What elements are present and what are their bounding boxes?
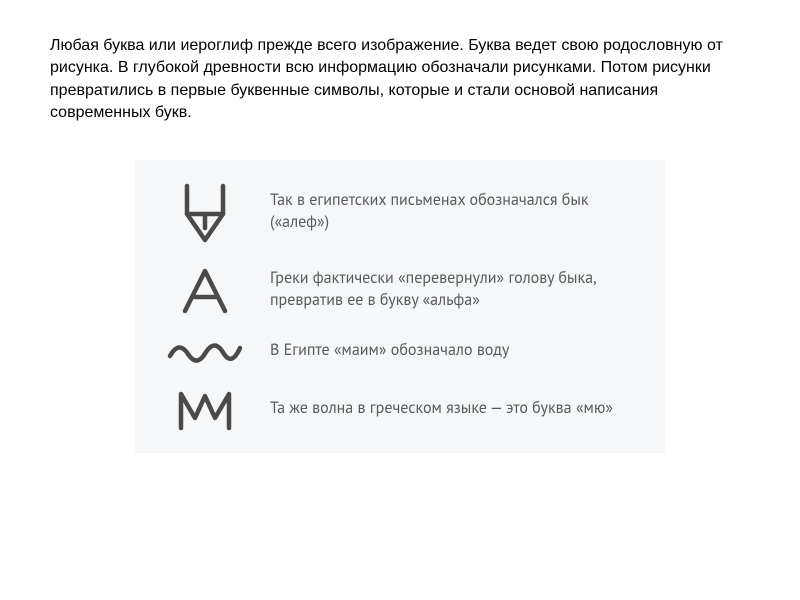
glyph-maim bbox=[160, 336, 250, 366]
intro-paragraph: Любая буква или иероглиф прежде всего из… bbox=[0, 0, 800, 145]
glyph-description: Та же волна в греческом языке — это букв… bbox=[250, 398, 640, 420]
glyph-aleph bbox=[160, 180, 250, 245]
letter-evolution-figure: Так в египетских письменах обозначался б… bbox=[135, 160, 665, 453]
glyph-description: В Египте «маим» обозначало воду bbox=[250, 340, 640, 362]
figure-row: Греки фактически «перевернули» голову бы… bbox=[160, 263, 640, 318]
glyph-description: Так в египетских письменах обозначался б… bbox=[250, 190, 640, 233]
figure-row: Так в египетских письменах обозначался б… bbox=[160, 180, 640, 245]
glyph-description: Греки фактически «перевернули» голову бы… bbox=[250, 268, 640, 311]
glyph-mu bbox=[160, 384, 250, 434]
figure-row: Та же волна в греческом языке — это букв… bbox=[160, 384, 640, 434]
glyph-alpha bbox=[160, 263, 250, 318]
figure-row: В Египте «маим» обозначало воду bbox=[160, 336, 640, 366]
